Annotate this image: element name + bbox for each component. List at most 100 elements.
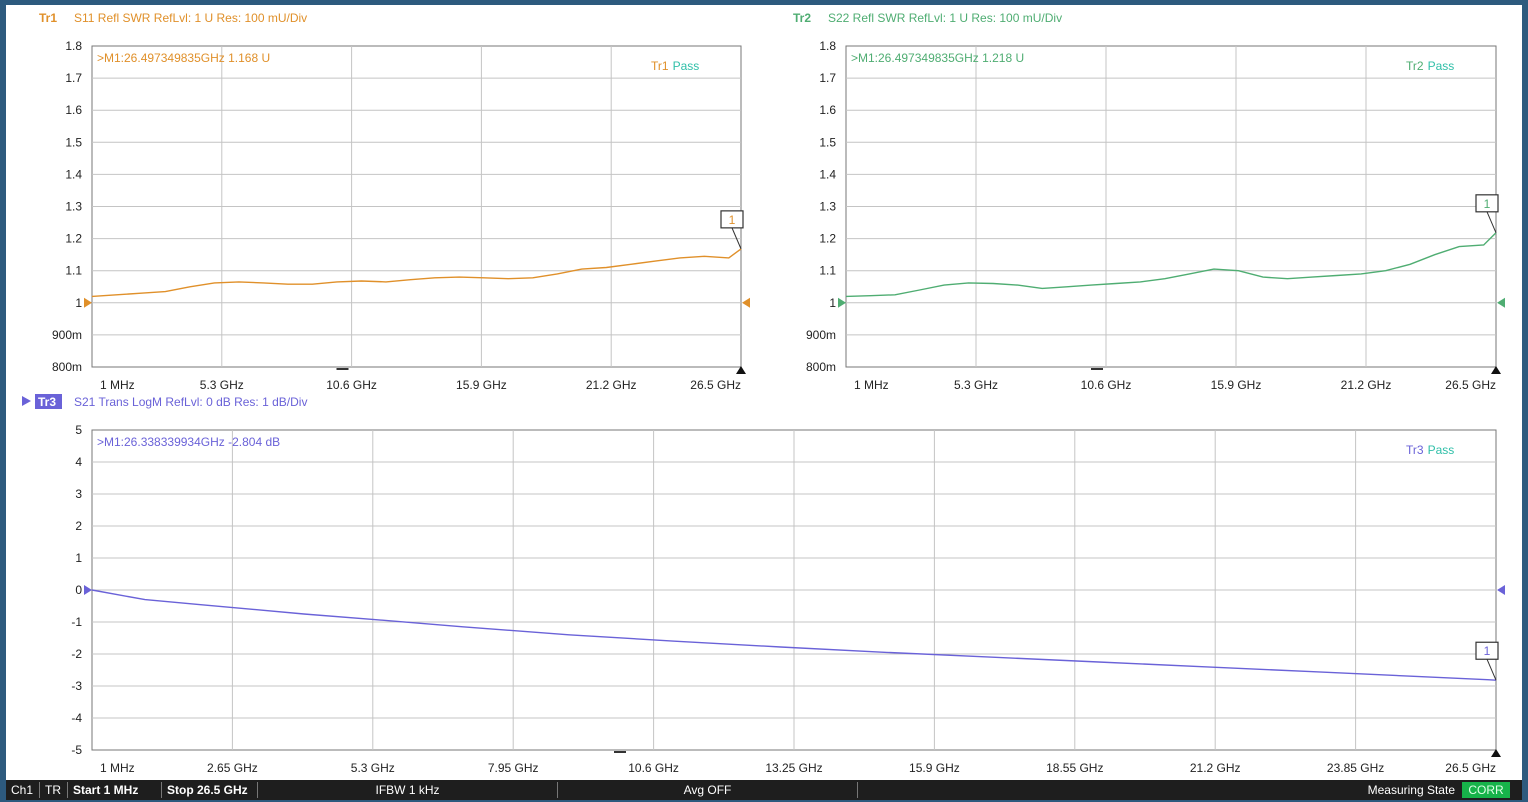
y-tick-label: 1.7	[819, 71, 836, 85]
stop-marker-icon	[1491, 366, 1501, 374]
measuring-state: Measuring State	[1367, 783, 1455, 797]
start-frequency[interactable]: Start 1 MHz	[68, 782, 162, 798]
marker-readout-tr1: >M1:26.497349835GHz 1.168 U	[97, 51, 270, 65]
y-tick-label: 1.1	[819, 264, 836, 278]
limit-trace-name: Tr2	[1406, 59, 1424, 73]
x-tick-label: 5.3 GHz	[954, 378, 998, 392]
stop-marker-icon	[736, 366, 746, 374]
correction-indicator[interactable]: CORR	[1462, 782, 1510, 798]
limit-check-tr1: Tr1 Pass	[651, 59, 699, 73]
x-tick-label: 5.3 GHz	[351, 761, 395, 775]
trace-header-tr2[interactable]: S22 Refl SWR RefLvl: 1 U Res: 100 mU/Div	[828, 11, 1062, 25]
x-tick-label: 15.9 GHz	[456, 378, 507, 392]
y-tick-label: 1	[829, 296, 836, 310]
x-tick-label: 10.6 GHz	[628, 761, 679, 775]
stop-marker-icon	[1491, 749, 1501, 757]
y-tick-label: 1.7	[65, 71, 82, 85]
marker-readout-tr2: >M1:26.497349835GHz 1.218 U	[851, 51, 1024, 65]
trace-tag-tr2[interactable]: Tr2	[793, 11, 811, 25]
limit-trace-name: Tr3	[1406, 443, 1424, 457]
y-tick-label: 900m	[806, 328, 836, 342]
ref-level-right-icon	[1497, 297, 1505, 308]
y-tick-label: 1.3	[65, 200, 82, 214]
x-tick-label: 7.95 GHz	[488, 761, 539, 775]
y-tick-label: 1.1	[65, 264, 82, 278]
y-tick-label: 3	[75, 487, 82, 501]
trace-tag-tr1[interactable]: Tr1	[39, 11, 57, 25]
x-tick-label: 26.5 GHz	[1445, 378, 1496, 392]
x-tick-label: 23.85 GHz	[1327, 761, 1384, 775]
x-tick-label: 2.65 GHz	[207, 761, 258, 775]
marker-leader-line	[1486, 211, 1497, 234]
y-tick-label: 800m	[52, 360, 82, 374]
marker-box-tr2	[1475, 194, 1499, 213]
limit-check-tr3: Tr3 Pass	[1406, 443, 1454, 457]
x-tick-label: 26.5 GHz	[690, 378, 741, 392]
x-tick-label: 1 MHz	[100, 378, 135, 392]
diagram-tr1	[84, 45, 750, 374]
x-tick-label: 10.6 GHz	[1081, 378, 1132, 392]
marker-box-tr1	[720, 210, 744, 229]
y-tick-label: 0	[75, 583, 82, 597]
ref-level-right-icon	[742, 297, 750, 308]
ref-level-left-icon	[84, 297, 92, 308]
y-tick-label: 900m	[52, 328, 82, 342]
limit-status-pass: Pass	[673, 59, 700, 73]
x-tick-label: 21.2 GHz	[586, 378, 637, 392]
x-tick-label: 26.5 GHz	[1445, 761, 1496, 775]
plots-canvas: Tr1 S11 Refl SWR RefLvl: 1 U Res: 100 mU/…	[22, 11, 1505, 775]
ifbw-label[interactable]: IFBW 1 kHz	[258, 782, 558, 798]
x-tick-label: 13.25 GHz	[765, 761, 822, 775]
y-tick-label: 1.4	[65, 167, 82, 181]
y-tick-label: -2	[71, 647, 82, 661]
y-tick-label: -5	[71, 743, 82, 757]
y-tick-label: 4	[75, 455, 82, 469]
x-tick-label: 1 MHz	[854, 378, 889, 392]
y-tick-label: -1	[71, 615, 82, 629]
channel-label[interactable]: Ch1	[6, 782, 40, 798]
x-tick-label: 1 MHz	[100, 761, 135, 775]
x-tick-label: 10.6 GHz	[326, 378, 377, 392]
y-tick-label: 1.4	[819, 167, 836, 181]
x-tick-label: 15.9 GHz	[1211, 378, 1262, 392]
limit-status-pass: Pass	[1428, 443, 1455, 457]
ref-level-left-icon	[84, 585, 92, 595]
limit-status-pass: Pass	[1428, 59, 1455, 73]
y-tick-label: 1.2	[65, 232, 82, 246]
y-tick-label: 800m	[806, 360, 836, 374]
trace-mode-label[interactable]: TR	[40, 782, 68, 798]
y-tick-label: 1.6	[65, 103, 82, 117]
limit-trace-name: Tr1	[651, 59, 669, 73]
y-tick-label: -3	[71, 679, 82, 693]
status-bar: Ch1 TR Start 1 MHz Stop 26.5 GHz IFBW 1 …	[6, 780, 1522, 800]
vna-display: Tr1 S11 Refl SWR RefLvl: 1 U Res: 100 mU/…	[6, 5, 1522, 780]
y-tick-label: 1.8	[65, 39, 82, 53]
trace-header-tr1[interactable]: S11 Refl SWR RefLvl: 1 U Res: 100 mU/Div	[74, 11, 307, 25]
stop-frequency[interactable]: Stop 26.5 GHz	[162, 782, 258, 798]
y-tick-label: -4	[71, 711, 82, 725]
active-trace-arrow-icon	[22, 396, 31, 406]
x-tick-label: 5.3 GHz	[200, 378, 244, 392]
trace-tag-tr3[interactable]: Tr3	[38, 395, 56, 409]
marker-label-tr1[interactable]: 1	[729, 213, 736, 227]
trace-tag-box[interactable]	[35, 394, 62, 409]
marker-box-tr3	[1475, 641, 1499, 660]
y-tick-label: 2	[75, 519, 82, 533]
marker-label-tr2[interactable]: 1	[1484, 197, 1491, 211]
averaging-label[interactable]: Avg OFF	[558, 782, 858, 798]
marker-label-tr3[interactable]: 1	[1484, 644, 1491, 658]
x-tick-label: 15.9 GHz	[909, 761, 960, 775]
x-tick-label: 21.2 GHz	[1190, 761, 1241, 775]
trace-header-tr3[interactable]: S21 Trans LogM RefLvl: 0 dB Res: 1 dB/Di…	[74, 395, 307, 409]
x-tick-label: 21.2 GHz	[1341, 378, 1392, 392]
series-line-tr2	[845, 232, 1497, 298]
ref-level-left-icon	[838, 297, 846, 308]
y-tick-label: 1	[75, 296, 82, 310]
diagram-tr3	[22, 394, 1505, 757]
y-tick-label: 1.3	[819, 200, 836, 214]
y-tick-label: 1.6	[819, 103, 836, 117]
y-tick-label: 1.8	[819, 39, 836, 53]
x-tick-label: 18.55 GHz	[1046, 761, 1103, 775]
marker-readout-tr3: >M1:26.338339934GHz -2.804 dB	[97, 435, 280, 449]
y-tick-label: 1.5	[819, 135, 836, 149]
